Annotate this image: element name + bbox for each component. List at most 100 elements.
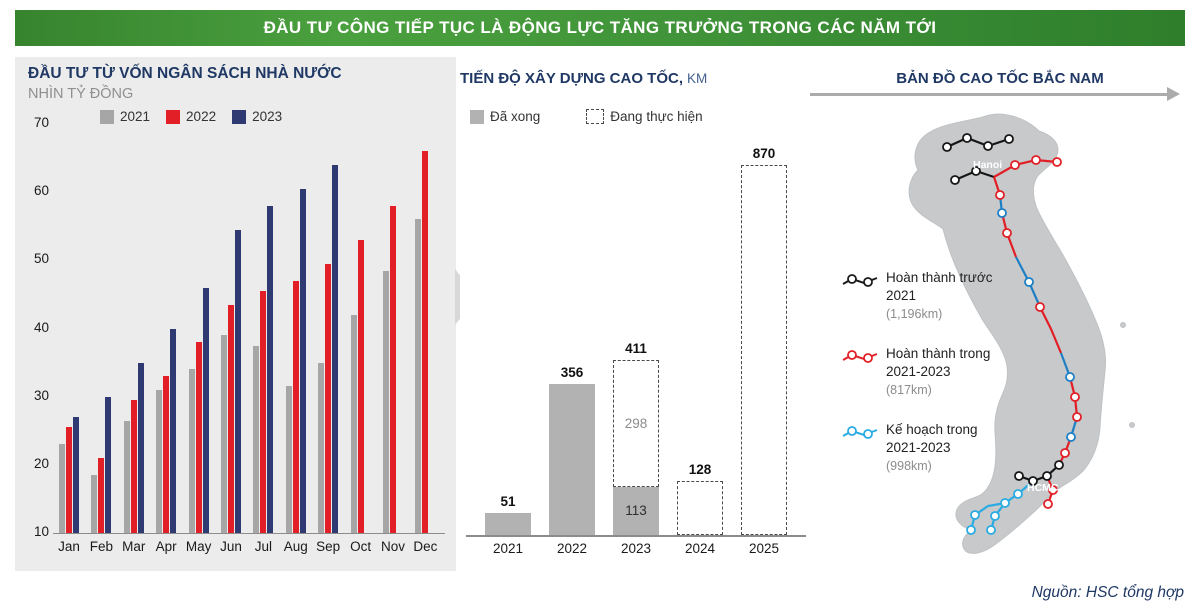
x-axis-label: Dec [413, 539, 438, 554]
x-axis-label: 2023 [620, 541, 652, 556]
mid-chart-unit: KM [687, 71, 708, 86]
legend-item-done: Đã xong [470, 109, 540, 124]
legend-swatch [470, 109, 484, 124]
bar-2021-Nov [383, 270, 389, 533]
bar-2021-Feb [91, 475, 98, 533]
left-chart-title: ĐẦU TƯ TỪ VỐN NGÂN SÁCH NHÀ NƯỚC [28, 65, 342, 82]
highway-progress-panel: TIẾN ĐỘ XÂY DỰNG CAO TỐC, KM Đã xong Đang … [460, 57, 810, 571]
vietnam-map: Hanoi HCMC [908, 113, 1135, 554]
x-axis-label: Jun [220, 539, 242, 554]
x-axis-label: Feb [89, 539, 114, 554]
bar-done-2022 [549, 383, 595, 535]
bar-in-progress-2024 [677, 480, 723, 535]
route-nodes-black [942, 133, 1064, 486]
bar-2021-Jul [253, 345, 260, 533]
budget-bar-chart: 70 60 50 40 30 20 10 Jan Feb Mar Apr May Jun Jul Aug Se… [15, 57, 456, 571]
legend-item-2021: 2021 [100, 109, 150, 124]
x-axis-label: 2022 [556, 541, 588, 556]
map-legend-km: (817km) [886, 383, 932, 398]
x-axis-label: Mar [122, 539, 146, 554]
banner: ĐẦU TƯ CÔNG TIẾP TỤC LÀ ĐỘNG LỰC TĂNG TR… [15, 10, 1185, 46]
y-axis-tick: 60 [33, 183, 49, 199]
bar-2023-Sep [332, 164, 339, 533]
y-axis-tick: 50 [33, 251, 49, 267]
bar-2022-Jul [260, 291, 267, 533]
left-chart-legend: 2021 2022 2023 [100, 109, 282, 124]
bar-2022-Oct [357, 239, 364, 533]
city-label-hanoi: Hanoi [973, 159, 1002, 171]
map-title: BẢN ĐỒ CAO TỐC BẮC NAM [896, 70, 1104, 87]
bar-2021-Apr [156, 389, 163, 534]
legend-year-label: 2021 [120, 109, 151, 124]
bar-2021-Mar [123, 420, 130, 533]
bar-2021-May [188, 369, 195, 533]
timeline-arrow [460, 87, 1180, 101]
bar-2021-Jun [221, 335, 227, 533]
x-axis-label: Apr [155, 539, 177, 554]
bar-2022-Jun [228, 304, 234, 533]
legend-year-label: 2022 [186, 109, 217, 124]
bar-total-label: 356 [560, 364, 584, 380]
bar-2022-Mar [130, 400, 137, 533]
vietnam-landmass [908, 113, 1106, 554]
legend-status-label: Đang thực hiện [610, 109, 703, 124]
bar-2023-Jan [73, 417, 79, 533]
bar-total-label: 51 [500, 494, 516, 510]
y-axis-tick: 30 [33, 387, 49, 403]
bar-2022-Aug [292, 280, 299, 533]
bar-2023-Aug [299, 188, 306, 533]
legend-item-2023: 2023 [232, 109, 282, 124]
bar-total-label: 411 [625, 341, 647, 357]
x-axis-line [53, 533, 445, 534]
legend-item-in-progress: Đang thực hiện [586, 109, 703, 124]
x-axis-line [466, 535, 806, 537]
route-legend-icon [842, 273, 878, 294]
x-axis-label: Jan [58, 539, 80, 554]
highway-bar-chart: 2021 51 2022 356 2023 411 298 113 2024 128 2025 870 [460, 57, 810, 571]
bar-2022-Sep [325, 263, 332, 533]
legend-year-label: 2023 [252, 109, 283, 124]
legend-swatch [100, 109, 114, 124]
bar-done-2023 [613, 486, 659, 535]
bar-2022-May [195, 342, 202, 533]
island [1120, 322, 1126, 328]
legend-swatch [586, 109, 605, 124]
bar-2023-Jun [235, 229, 241, 533]
bar-done-2021 [485, 513, 531, 535]
banner-title: ĐẦU TƯ CÔNG TIẾP TỤC LÀ ĐỘNG LỰC TĂNG TR… [263, 18, 937, 37]
bar-total-label: 128 [688, 461, 712, 477]
segment-label-done: 113 [625, 503, 647, 518]
x-axis-label: Aug [283, 539, 308, 554]
legend-swatch [166, 109, 181, 124]
x-axis-label: 2025 [748, 541, 780, 556]
y-axis-tick: 70 [33, 115, 49, 130]
legend-item-2022: 2022 [166, 109, 216, 124]
y-axis-tick: 20 [33, 455, 49, 471]
bar-in-progress-2025 [741, 165, 787, 535]
map-legend-label: Kế hoạch trong 2021-2023 [886, 422, 978, 455]
y-axis-tick: 10 [33, 524, 49, 539]
map-legend-text: Hoàn thành trong 2021-2023 (817km) [886, 345, 994, 397]
left-chart-subtitle: NHÌN TỶ ĐỒNG [28, 86, 134, 102]
bar-2022-Jan [66, 427, 72, 533]
segment-label-in-progress: 298 [624, 415, 648, 431]
y-axis-tick: 40 [33, 319, 49, 335]
map-legend-item: Hoàn thành trước 2021 (1,196km) [842, 269, 1002, 321]
legend-status-label: Đã xong [490, 109, 541, 124]
route-nodes-cyan [966, 489, 1023, 535]
mid-chart-legend: Đã xong Đang thực hiện [470, 109, 703, 124]
map-legend-text: Kế hoạch trong 2021-2023 (998km) [886, 421, 994, 473]
x-axis-label: Nov [380, 539, 405, 554]
map-legend-text: Hoàn thành trước 2021 (1,196km) [886, 269, 994, 321]
route-legend-icon [842, 349, 878, 370]
legend-swatch [232, 109, 247, 124]
bar-2023-May [202, 287, 209, 533]
map-legend-item: Hoàn thành trong 2021-2023 (817km) [842, 345, 1002, 397]
x-axis-label: Jul [254, 539, 273, 554]
x-axis-label: Oct [350, 539, 372, 554]
x-axis-label: May [185, 539, 212, 554]
bar-2022-Nov [390, 205, 396, 533]
map-legend-label: Hoàn thành trong 2021-2023 [886, 346, 991, 379]
map-panel: BẢN ĐỒ CAO TỐC BẮC NAM [810, 57, 1190, 571]
